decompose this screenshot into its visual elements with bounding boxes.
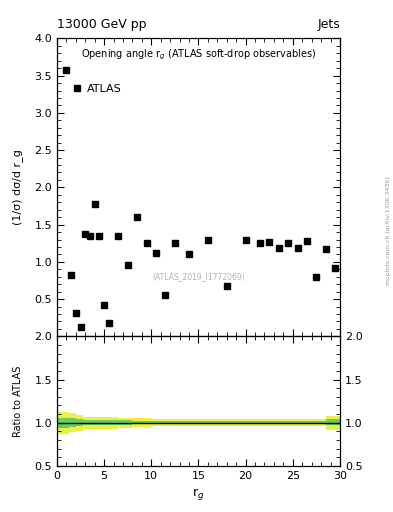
- ATLAS: [116, 233, 121, 239]
- ATLAS: [286, 240, 290, 246]
- ATLAS: [295, 245, 300, 251]
- Text: (ATLAS_2019_I1772069): (ATLAS_2019_I1772069): [152, 272, 245, 281]
- ATLAS: [78, 325, 83, 331]
- ATLAS: [224, 283, 229, 289]
- Line: ATLAS: ATLAS: [64, 67, 338, 330]
- ATLAS: [73, 309, 78, 315]
- ATLAS: [267, 239, 272, 245]
- Y-axis label: Ratio to ATLAS: Ratio to ATLAS: [13, 366, 23, 437]
- ATLAS: [173, 240, 177, 246]
- ATLAS: [135, 214, 140, 220]
- ATLAS: [305, 238, 309, 244]
- Text: Opening angle r$_g$ (ATLAS soft-drop observables): Opening angle r$_g$ (ATLAS soft-drop obs…: [81, 47, 316, 62]
- ATLAS: [125, 262, 130, 268]
- ATLAS: [64, 67, 69, 73]
- ATLAS: [83, 230, 88, 237]
- ATLAS: [144, 240, 149, 246]
- Text: mcplots.cern.ch [arXiv:1306.3436]: mcplots.cern.ch [arXiv:1306.3436]: [386, 176, 391, 285]
- ATLAS: [276, 245, 281, 251]
- ATLAS: [107, 320, 111, 326]
- Text: Jets: Jets: [317, 18, 340, 31]
- ATLAS: [323, 246, 328, 252]
- ATLAS: [333, 265, 338, 271]
- ATLAS: [257, 240, 262, 246]
- ATLAS: [187, 251, 191, 258]
- X-axis label: r$_g$: r$_g$: [192, 486, 205, 502]
- ATLAS: [206, 237, 210, 243]
- ATLAS: [97, 233, 102, 239]
- ATLAS: [69, 272, 73, 279]
- ATLAS: [243, 237, 248, 243]
- Y-axis label: (1/σ) dσ/d r_g: (1/σ) dσ/d r_g: [12, 150, 23, 225]
- ATLAS: [102, 302, 107, 308]
- ATLAS: [92, 201, 97, 207]
- ATLAS: [314, 274, 319, 280]
- ATLAS: [88, 233, 92, 239]
- Legend: ATLAS: ATLAS: [68, 80, 126, 99]
- ATLAS: [163, 291, 168, 297]
- Text: 13000 GeV pp: 13000 GeV pp: [57, 18, 147, 31]
- ATLAS: [154, 250, 158, 256]
